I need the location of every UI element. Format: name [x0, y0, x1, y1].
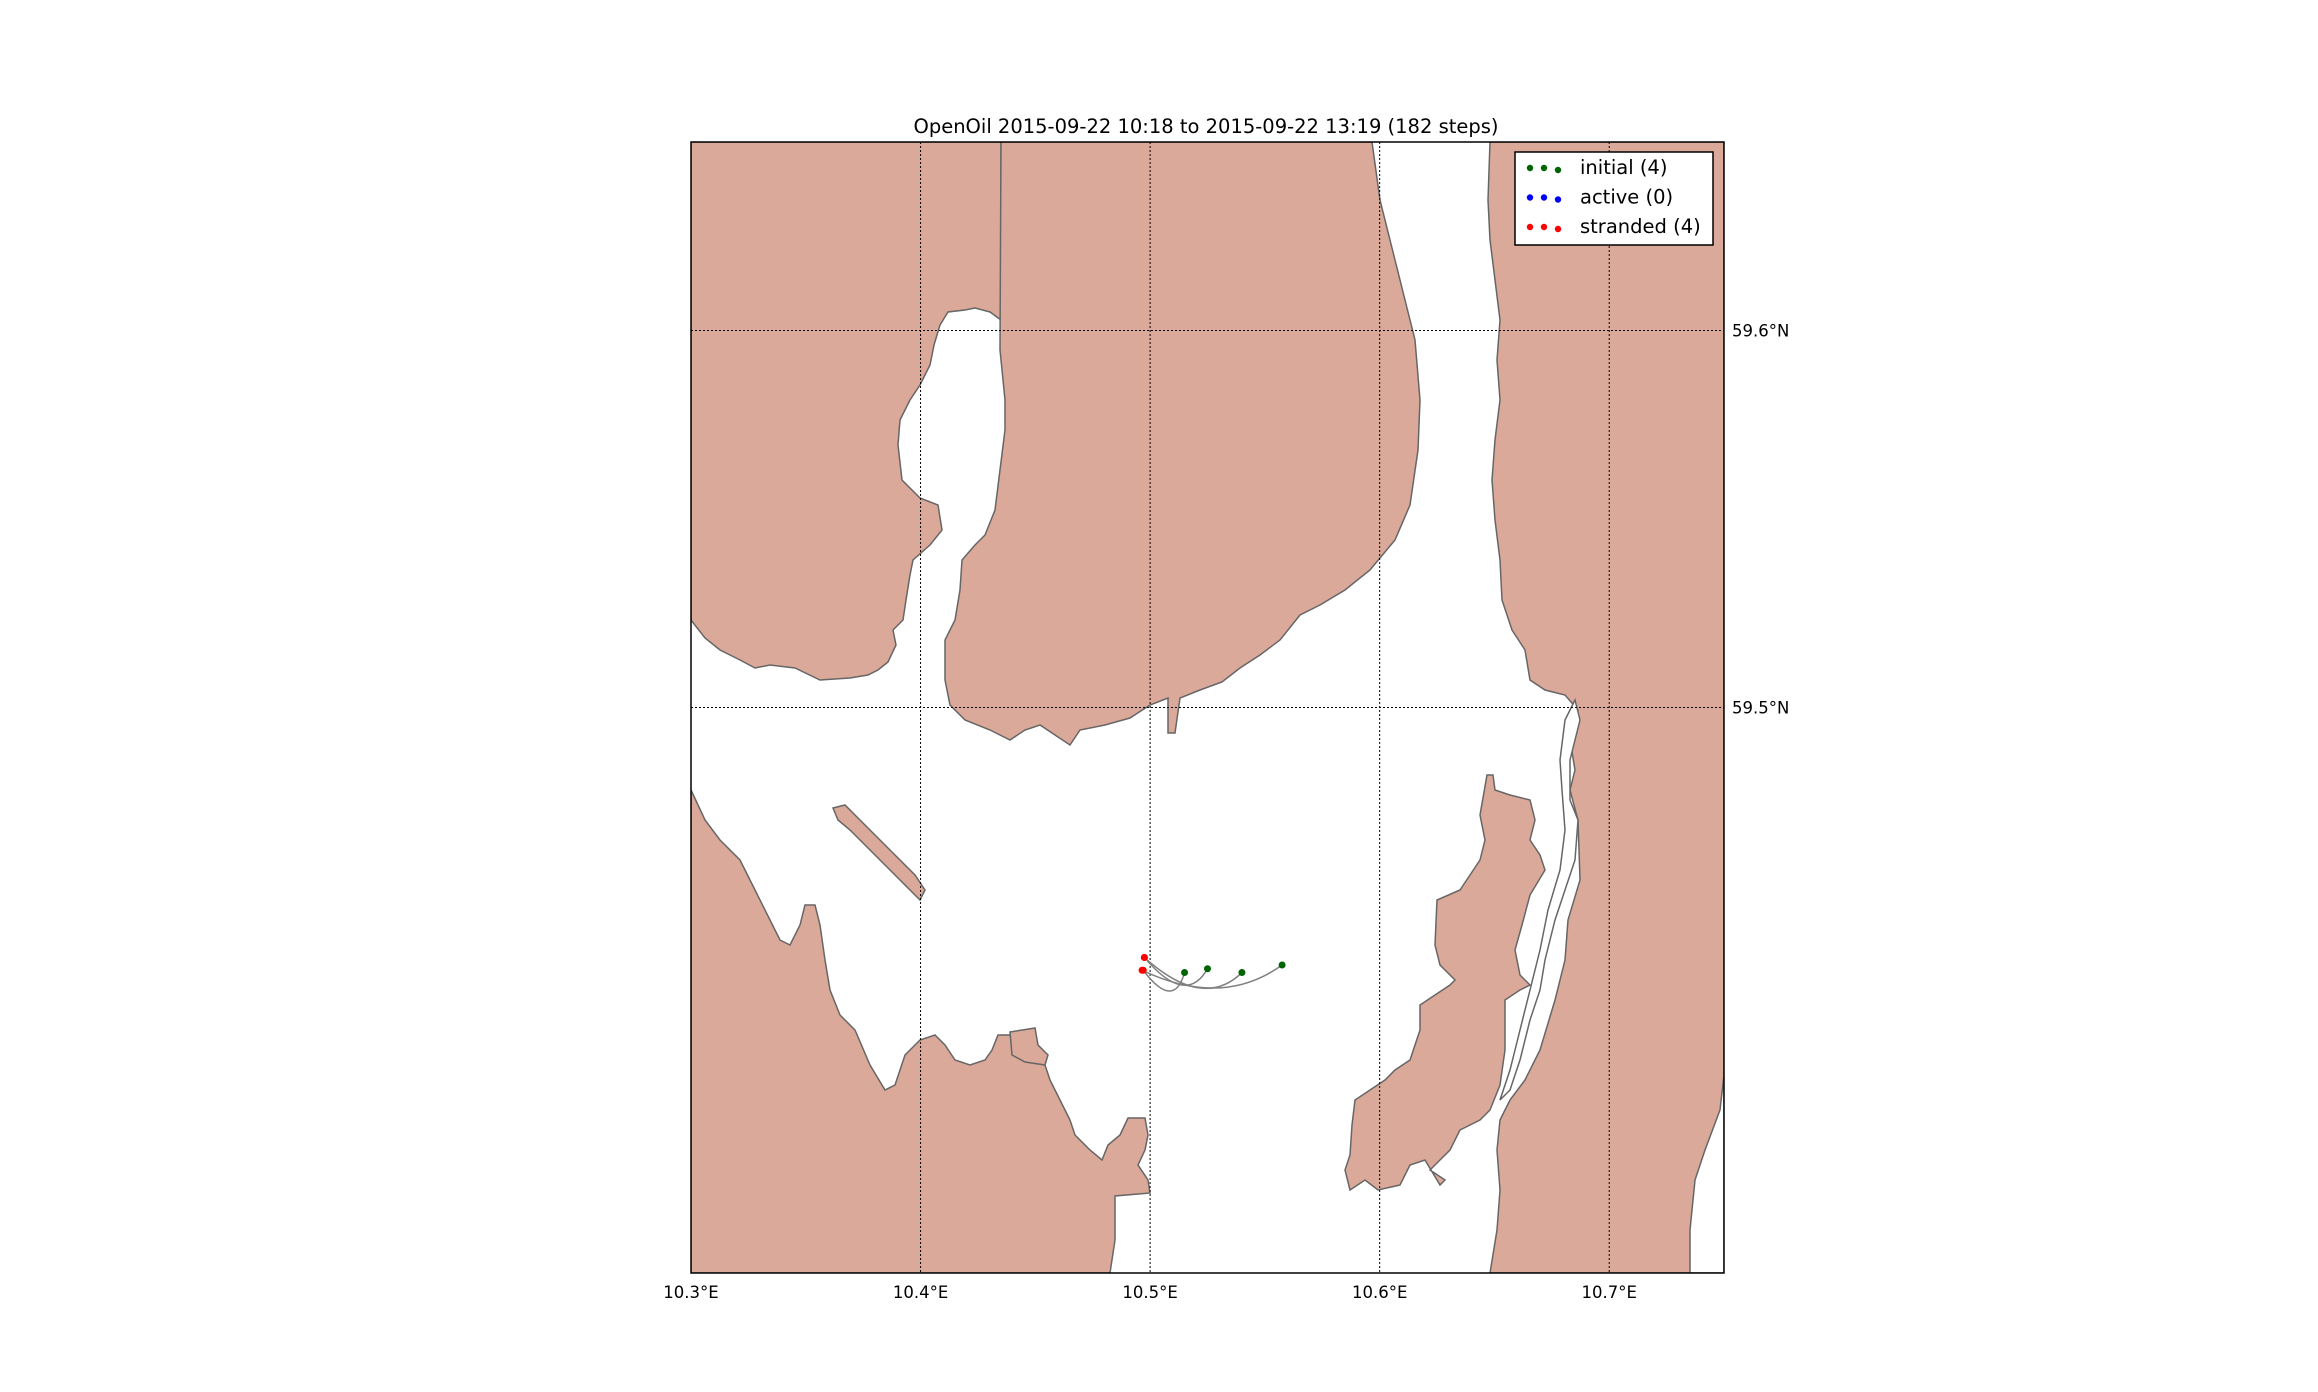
initial-particle: [1278, 961, 1286, 969]
land-west: [691, 789, 1151, 1273]
initial-particle: [1181, 969, 1189, 977]
land-central: [944, 142, 1421, 747]
lon-tick-label: 10.5°E: [1122, 1283, 1177, 1302]
legend-marker: [1540, 223, 1548, 231]
trajectory-line: [1142, 969, 1186, 992]
trajectories: [1138, 953, 1286, 992]
lat-tick-label: 59.5°N: [1732, 699, 1789, 718]
lon-tick-label: 10.3°E: [663, 1283, 718, 1302]
east-bay: [1689, 1074, 1724, 1273]
land-northwest: [691, 142, 1002, 681]
map-frame: [690, 141, 1725, 1274]
tick-labels: 10.3°E 10.4°E 10.5°E 10.6°E 10.7°E 59.6°N 59.5…: [663, 322, 1789, 1303]
stranded-particle: [1140, 953, 1148, 961]
legend-label: active (0): [1580, 186, 1673, 209]
lon-tick-label: 10.4°E: [893, 1283, 948, 1302]
island: [831, 804, 926, 902]
stranded-particle: [1138, 966, 1146, 974]
lat-tick-label: 59.6°N: [1732, 322, 1789, 341]
legend-marker: [1554, 166, 1562, 174]
map-title: OpenOil 2015-09-22 10:18 to 2015-09-22 1…: [913, 115, 1498, 138]
lon-tick-label: 10.7°E: [1582, 1283, 1637, 1302]
east-inlet: [1499, 697, 1581, 1101]
east-inlet-water: [1499, 697, 1724, 1273]
land-southeast: [1344, 774, 1546, 1192]
legend-marker: [1554, 196, 1562, 203]
legend-label: initial (4): [1580, 156, 1667, 179]
legend: initial (4) active (0) stranded (4): [1514, 151, 1714, 246]
legend-marker: [1526, 164, 1534, 172]
legend-marker: [1526, 223, 1534, 231]
land-small-peninsula: [1009, 1027, 1049, 1066]
legend-marker: [1540, 164, 1548, 172]
trajectory-line: [1141, 964, 1283, 989]
initial-particle: [1238, 969, 1246, 977]
land-masses: [691, 142, 1724, 1273]
initial-particle: [1204, 965, 1211, 973]
legend-marker: [1540, 194, 1548, 201]
lon-tick-label: 10.6°E: [1352, 1283, 1407, 1302]
legend-label: stranded (4): [1580, 215, 1701, 238]
legend-box: [1514, 151, 1714, 246]
legend-marker: [1526, 194, 1534, 201]
legend-marker: [1554, 225, 1562, 233]
